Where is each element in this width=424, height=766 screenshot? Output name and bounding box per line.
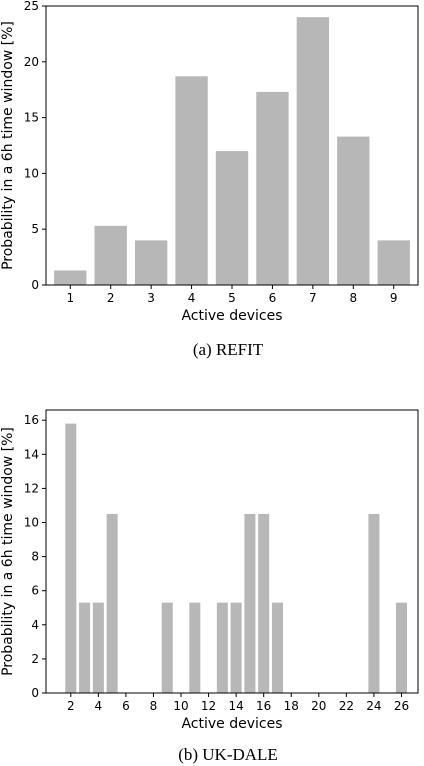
x-tick-label: 2 xyxy=(67,699,75,713)
bar xyxy=(215,151,249,285)
bar xyxy=(106,513,118,693)
y-tick-label: 0 xyxy=(31,686,39,700)
bar xyxy=(65,423,77,693)
y-axis-label: Probability in a 6h time window [%] xyxy=(0,21,16,270)
bar xyxy=(256,91,289,285)
x-axis-ticks: 1 2 3 4 5 6 7 8 9 xyxy=(66,285,398,305)
x-tick-label: 9 xyxy=(390,291,398,305)
chart-caption: (b) UK-DALE xyxy=(178,745,278,764)
y-axis-ticks: 0 2 4 6 8 10 12 14 16 xyxy=(24,413,46,700)
y-axis-ticks: 0 5 10 15 20 25 xyxy=(24,0,46,292)
bar xyxy=(92,602,104,693)
bar xyxy=(337,136,370,285)
bar xyxy=(296,17,330,285)
x-tick-label: 16 xyxy=(256,699,271,713)
y-tick-label: 6 xyxy=(31,584,39,598)
x-tick-label: 24 xyxy=(366,699,381,713)
y-tick-label: 10 xyxy=(24,516,39,530)
bar-group xyxy=(65,423,407,693)
bar xyxy=(175,76,208,285)
x-tick-label: 5 xyxy=(228,291,236,305)
bar xyxy=(216,602,228,693)
x-tick-label: 1 xyxy=(66,291,74,305)
bar xyxy=(79,602,91,693)
x-tick-label: 20 xyxy=(311,699,326,713)
x-tick-label: 14 xyxy=(228,699,243,713)
y-tick-label: 12 xyxy=(24,481,39,495)
chart-panel-refit: 1 2 3 4 5 6 7 8 9 0 5 10 15 20 25 Active devices Prob… xyxy=(0,0,419,359)
y-tick-label: 5 xyxy=(31,222,39,236)
plot-frame xyxy=(45,409,419,694)
bar xyxy=(395,602,407,693)
x-tick-label: 22 xyxy=(339,699,354,713)
x-tick-label: 2 xyxy=(107,291,115,305)
bar xyxy=(377,240,410,285)
y-tick-label: 10 xyxy=(24,166,39,180)
bar xyxy=(189,602,201,693)
chart-caption: (a) REFIT xyxy=(193,340,264,359)
x-tick-label: 10 xyxy=(173,699,188,713)
y-tick-label: 25 xyxy=(24,0,39,13)
x-tick-label: 6 xyxy=(269,291,277,305)
y-tick-label: 8 xyxy=(31,550,39,564)
bar xyxy=(161,602,173,693)
x-tick-label: 26 xyxy=(394,699,409,713)
x-tick-label: 12 xyxy=(201,699,216,713)
bar xyxy=(271,602,283,693)
y-tick-label: 15 xyxy=(24,111,39,125)
y-tick-label: 20 xyxy=(24,55,39,69)
bar xyxy=(368,513,380,693)
x-tick-label: 8 xyxy=(349,291,357,305)
x-tick-label: 3 xyxy=(147,291,155,305)
bar xyxy=(94,225,127,285)
x-axis-label: Active devices xyxy=(181,308,282,324)
y-tick-label: 14 xyxy=(24,447,39,461)
bar xyxy=(244,513,256,693)
x-axis-ticks: 2 4 6 8 10 12 14 16 18 20 22 24 26 xyxy=(67,693,409,713)
x-tick-label: 4 xyxy=(95,699,103,713)
y-tick-label: 16 xyxy=(24,413,39,427)
bar xyxy=(230,602,242,693)
x-tick-label: 18 xyxy=(284,699,299,713)
x-tick-label: 4 xyxy=(188,291,196,305)
bar-group xyxy=(54,17,410,285)
bar xyxy=(134,240,168,285)
y-tick-label: 2 xyxy=(31,652,39,666)
x-tick-label: 7 xyxy=(309,291,317,305)
x-axis-label: Active devices xyxy=(181,716,282,732)
y-tick-label: 4 xyxy=(31,618,39,632)
y-tick-label: 0 xyxy=(31,278,39,292)
x-tick-label: 6 xyxy=(122,699,130,713)
bar xyxy=(258,513,270,693)
bar xyxy=(54,270,87,285)
y-axis-label: Probability in a 6h time window [%] xyxy=(0,427,16,676)
x-tick-label: 8 xyxy=(150,699,158,713)
